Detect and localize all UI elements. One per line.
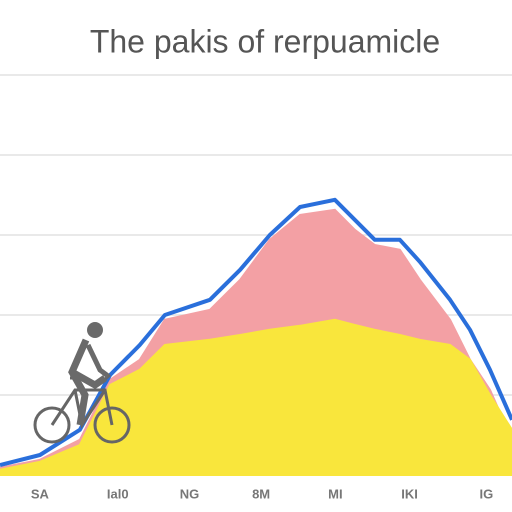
- x-tick-label: IKI: [401, 486, 418, 501]
- line: [0, 197, 512, 467]
- plot-area: [0, 74, 512, 476]
- x-tick-label: 8M: [252, 486, 270, 501]
- x-tick-label: SA: [31, 486, 50, 501]
- chart-title: The pakis of rerpuamicle: [90, 23, 440, 59]
- area: [0, 318, 512, 476]
- x-tick-label: IG: [480, 486, 494, 501]
- x-tick-label: NG: [180, 486, 200, 501]
- x-tick-label: MI: [328, 486, 342, 501]
- cyclist-illustration: [33, 322, 131, 444]
- x-tick-label: Ial0: [107, 486, 129, 501]
